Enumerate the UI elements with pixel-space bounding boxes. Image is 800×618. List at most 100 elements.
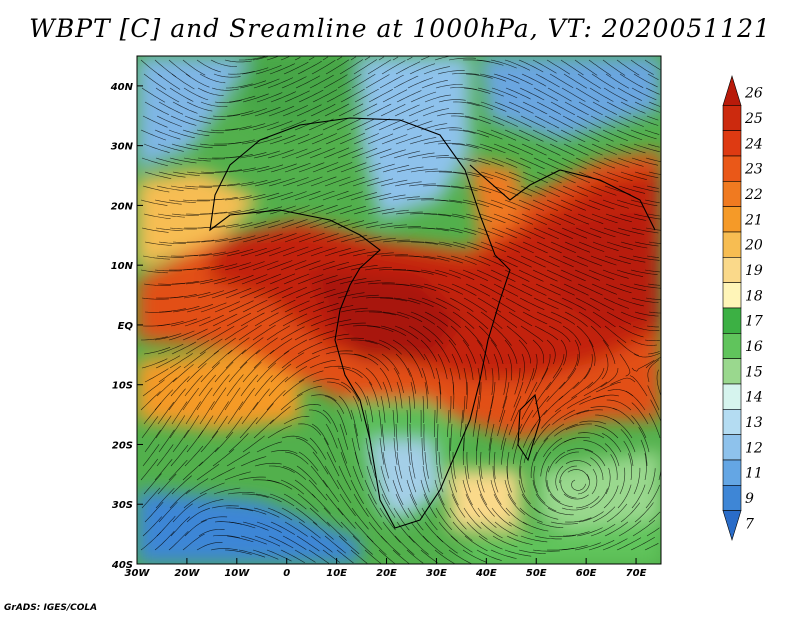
- streamline: [393, 269, 420, 273]
- streamline: [141, 297, 169, 300]
- streamline: [648, 101, 661, 107]
- streamline: [522, 521, 549, 532]
- streamline: [198, 115, 226, 120]
- streamline: [575, 157, 601, 169]
- streamline: [210, 325, 235, 341]
- streamline: [186, 363, 207, 383]
- streamline: [142, 255, 170, 260]
- y-tick-label: 40N: [110, 82, 134, 93]
- streamline: [256, 362, 277, 383]
- streamline: [224, 262, 251, 271]
- streamline: [541, 353, 551, 380]
- streamline: [464, 255, 491, 266]
- streamline: [281, 287, 307, 299]
- streamline: [521, 395, 536, 420]
- streamline: [255, 403, 274, 425]
- streamline: [646, 115, 659, 121]
- streamline: [518, 199, 545, 211]
- streamline: [382, 311, 410, 319]
- streamline: [532, 339, 544, 364]
- streamline: [325, 423, 338, 449]
- streamline: [605, 283, 632, 294]
- streamline: [393, 437, 398, 465]
- streamline: [379, 507, 396, 531]
- streamline: [644, 59, 661, 70]
- streamline: [604, 443, 620, 467]
- streamline: [312, 451, 329, 475]
- streamline: [240, 247, 267, 257]
- streamline: [563, 283, 589, 296]
- streamline: [592, 394, 620, 400]
- streamline: [524, 367, 535, 394]
- streamline: [336, 409, 348, 436]
- streamline: [366, 178, 394, 187]
- streamline: [552, 409, 576, 425]
- streamline: [294, 549, 316, 563]
- streamline: [157, 213, 185, 218]
- streamline: [591, 283, 618, 295]
- streamline: [214, 236, 242, 243]
- streamline: [367, 59, 392, 75]
- streamline: [534, 535, 562, 540]
- streamline: [618, 520, 642, 537]
- streamline: [588, 540, 615, 551]
- streamline: [308, 261, 335, 271]
- x-tick-label: 0: [283, 568, 290, 579]
- streamline: [211, 349, 233, 369]
- streamline: [227, 492, 255, 495]
- streamline: [226, 83, 253, 89]
- streamline: [350, 56, 357, 61]
- streamline: [462, 269, 488, 281]
- streamline: [283, 493, 307, 510]
- streamline: [645, 484, 660, 509]
- streamline: [644, 129, 660, 135]
- streamline: [423, 66, 450, 75]
- streamline: [590, 523, 616, 537]
- streamline: [253, 150, 281, 159]
- streamline: [532, 59, 557, 74]
- streamline: [472, 409, 478, 437]
- streamline: [546, 381, 566, 403]
- streamline: [618, 255, 646, 263]
- streamline: [158, 308, 186, 313]
- streamline: [366, 252, 394, 257]
- streamline: [379, 149, 406, 159]
- streamline: [612, 407, 635, 425]
- streamline: [281, 352, 305, 369]
- streamline: [296, 535, 320, 552]
- streamline: [379, 367, 393, 392]
- streamline: [168, 129, 195, 139]
- streamline: [352, 177, 379, 187]
- streamline: [365, 437, 372, 465]
- streamline: [270, 449, 298, 454]
- streamline: [325, 205, 352, 215]
- streamline: [266, 479, 293, 490]
- streamline: [196, 129, 224, 134]
- streamline: [226, 181, 254, 187]
- colorbar-label: 7: [745, 516, 754, 532]
- streamline: [367, 133, 394, 145]
- streamline: [269, 406, 291, 425]
- streamline: [184, 115, 211, 124]
- streamline: [325, 350, 353, 355]
- streamline: [309, 507, 331, 527]
- streamline: [266, 390, 286, 411]
- streamline: [280, 479, 304, 495]
- streamline: [408, 183, 436, 187]
- streamline: [618, 185, 646, 194]
- streamline: [408, 105, 435, 117]
- streamline: [211, 87, 239, 91]
- streamline: [323, 290, 351, 299]
- streamline: [199, 277, 227, 285]
- streamline: [382, 521, 401, 543]
- streamline: [462, 437, 465, 466]
- streamline: [563, 437, 591, 443]
- streamline: [501, 437, 507, 465]
- streamline: [294, 190, 321, 201]
- streamline: [536, 101, 562, 115]
- streamline: [266, 325, 291, 341]
- streamline: [566, 395, 592, 409]
- streamline: [633, 143, 660, 153]
- streamline: [323, 507, 343, 528]
- streamline: [620, 311, 647, 321]
